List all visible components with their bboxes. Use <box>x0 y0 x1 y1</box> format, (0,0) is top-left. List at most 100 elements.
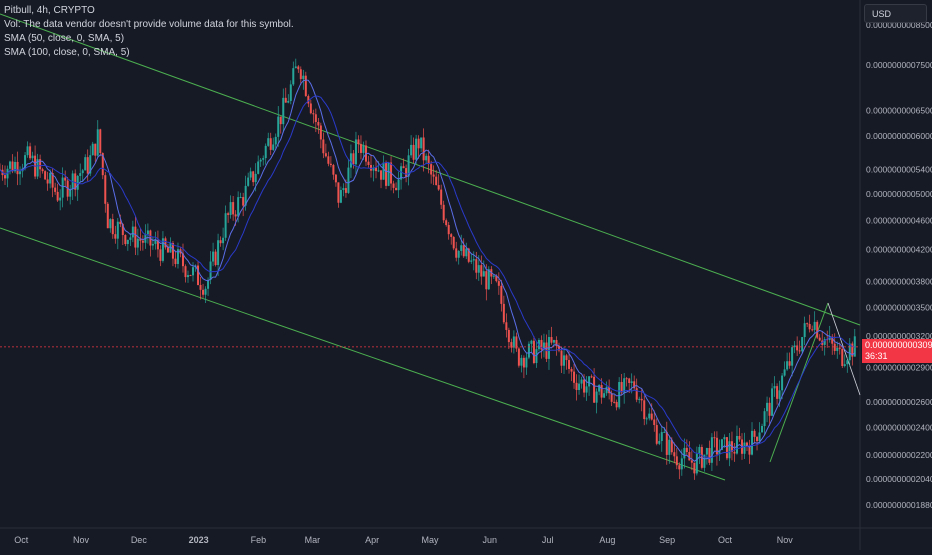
candle-body <box>322 139 325 154</box>
candle-body <box>229 202 232 215</box>
candle-body <box>282 97 285 125</box>
candle-body <box>79 173 82 176</box>
y-tick-label: 0.0000000002200 <box>866 450 932 460</box>
candle-body <box>811 329 814 331</box>
y-tick-label: 0.0000000008500 <box>866 20 932 30</box>
candle-body <box>39 159 42 170</box>
y-tick-label: 0.0000000006500 <box>866 106 932 116</box>
x-tick-label: Oct <box>14 535 29 545</box>
candle-body <box>121 224 124 236</box>
candle-body <box>169 243 172 253</box>
x-tick-label: Jun <box>483 535 498 545</box>
candle-body <box>299 69 302 80</box>
candle-body <box>522 357 525 368</box>
candle-body <box>502 303 505 323</box>
candle-body <box>520 357 523 366</box>
candle-body <box>207 279 210 289</box>
y-tick-label: 0.0000000002900 <box>866 362 932 372</box>
y-tick-label: 0.0000000004600 <box>866 216 932 226</box>
candle-body <box>430 164 433 175</box>
candle-body <box>500 285 503 304</box>
candle-body <box>575 382 578 390</box>
currency-selector[interactable]: USD <box>864 4 927 23</box>
candle-body <box>673 452 676 457</box>
candle-body <box>715 437 718 455</box>
candle-body <box>773 386 776 389</box>
candle-body <box>836 347 839 351</box>
candle-body <box>613 401 616 403</box>
candle-body <box>259 159 262 162</box>
candle-body <box>267 138 270 146</box>
candle-body <box>495 275 498 282</box>
candle-body <box>294 66 297 69</box>
candle-body <box>146 230 149 235</box>
candle-body <box>665 431 668 455</box>
candle-body <box>29 146 32 159</box>
candle-body <box>224 213 227 238</box>
candle-body <box>174 258 177 265</box>
candle-body <box>116 221 119 239</box>
candle-body <box>432 174 435 177</box>
candle-body <box>738 435 741 440</box>
candle-body <box>19 171 22 175</box>
candle-body <box>397 179 400 191</box>
candle-body <box>675 456 678 466</box>
candle-body <box>307 96 310 104</box>
candle-body <box>580 379 583 384</box>
candle-body <box>455 248 458 258</box>
candle-body <box>447 225 450 235</box>
candle-body <box>783 369 786 376</box>
candle-body <box>31 155 34 159</box>
candle-body <box>54 187 57 192</box>
candle-body <box>683 447 686 459</box>
sma-100-legend[interactable]: SMA (100, close, 0, SMA, 5) <box>4 47 130 58</box>
y-tick-label: 0.0000000003800 <box>866 276 932 286</box>
candle-body <box>227 213 230 215</box>
candle-body <box>470 260 473 262</box>
candle-body <box>84 157 87 171</box>
candle-body <box>688 452 691 461</box>
candle-body <box>119 221 122 225</box>
candle-body <box>648 413 651 419</box>
candle-body <box>141 240 144 243</box>
candle-body <box>91 143 94 156</box>
candle-body <box>392 183 395 188</box>
candle-body <box>440 189 443 205</box>
candle-body <box>517 348 520 366</box>
candle-body <box>766 402 769 412</box>
candle-body <box>848 343 851 361</box>
candle-body <box>126 239 129 245</box>
candle-body <box>222 237 225 244</box>
candle-body <box>437 185 440 190</box>
candle-body <box>655 425 658 444</box>
candle-body <box>786 361 789 370</box>
candle-body <box>573 371 576 383</box>
x-tick-label: Mar <box>305 535 321 545</box>
candle-body <box>565 355 568 361</box>
price-axis <box>860 0 932 550</box>
candle-body <box>851 343 854 357</box>
candle-body <box>104 175 107 204</box>
symbol-title[interactable]: Pitbull, 4h, CRYPTO <box>4 5 95 16</box>
candle-body <box>232 202 235 215</box>
candle-body <box>633 381 636 389</box>
candle-body <box>776 386 779 399</box>
candle-body <box>643 400 646 420</box>
candle-body <box>111 219 114 235</box>
upper-trendline <box>0 13 861 326</box>
candle-body <box>372 167 375 171</box>
candle-body <box>415 138 418 160</box>
lower-trendline <box>0 227 726 481</box>
candle-body <box>598 385 601 392</box>
candle-body <box>685 447 688 453</box>
candle-body <box>81 170 84 174</box>
candle-body <box>106 203 109 229</box>
sma-50-legend[interactable]: SMA (50, close, 0, SMA, 5) <box>4 33 125 44</box>
candle-body <box>558 346 560 351</box>
candle-body <box>339 190 342 203</box>
candle-body <box>14 161 17 172</box>
candle-body <box>279 116 282 125</box>
candle-body <box>124 235 127 245</box>
